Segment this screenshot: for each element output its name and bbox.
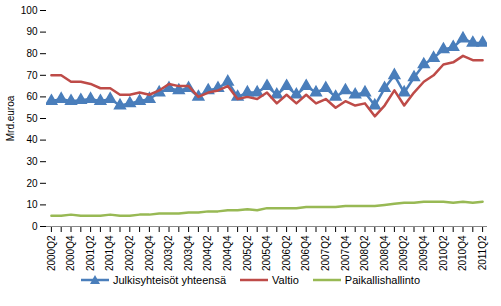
svg-text:2000Q2: 2000Q2 <box>46 235 57 271</box>
svg-text:2001Q4: 2001Q4 <box>104 235 115 271</box>
html-text:Paikallishallinto: Paikallishallinto <box>344 274 420 286</box>
svg-text:2005Q2: 2005Q2 <box>242 235 253 271</box>
svg-text:40: 40 <box>26 134 38 145</box>
svg-text:80: 80 <box>26 48 38 59</box>
svg-text:2002Q4: 2002Q4 <box>144 235 155 271</box>
svg-text:2009Q4: 2009Q4 <box>418 235 429 271</box>
svg-text:90: 90 <box>26 26 38 37</box>
svg-text:50: 50 <box>26 113 38 124</box>
svg-text:60: 60 <box>26 91 38 102</box>
svg-text:30: 30 <box>26 156 38 167</box>
svg-text:2010Q2: 2010Q2 <box>438 235 449 271</box>
svg-text:2009Q2: 2009Q2 <box>398 235 409 271</box>
svg-text:0: 0 <box>32 221 38 232</box>
svg-text:2003Q4: 2003Q4 <box>183 235 194 271</box>
svg-text:2006Q2: 2006Q2 <box>281 235 292 271</box>
svg-text:70: 70 <box>26 70 38 81</box>
svg-text:2008Q2: 2008Q2 <box>359 235 370 271</box>
svg-text:2007Q4: 2007Q4 <box>340 235 351 271</box>
svg-text:20: 20 <box>26 178 38 189</box>
svg-text:2007Q2: 2007Q2 <box>320 235 331 271</box>
svg-text:100: 100 <box>21 5 38 16</box>
svg-text:2001Q2: 2001Q2 <box>85 235 96 271</box>
svg-text:2000Q4: 2000Q4 <box>65 235 76 271</box>
svg-text:2008Q4: 2008Q4 <box>379 235 390 271</box>
svg-text:Mrd.euroa: Mrd.euroa <box>5 95 16 141</box>
svg-text:2011Q2: 2011Q2 <box>477 235 488 270</box>
svg-text:2004Q4: 2004Q4 <box>222 235 233 271</box>
svg-text:2004Q2: 2004Q2 <box>202 235 213 271</box>
html-text:Julkisyhteisöt yhteensä: Julkisyhteisöt yhteensä <box>113 274 227 286</box>
svg-text:2006Q4: 2006Q4 <box>300 235 311 271</box>
svg-text:2005Q4: 2005Q4 <box>261 235 272 271</box>
html-text:Valtio: Valtio <box>272 274 299 286</box>
svg-text:10: 10 <box>26 199 38 210</box>
svg-text:2010Q4: 2010Q4 <box>457 235 468 271</box>
svg-text:2003Q2: 2003Q2 <box>163 235 174 271</box>
svg-text:2002Q2: 2002Q2 <box>124 235 135 271</box>
